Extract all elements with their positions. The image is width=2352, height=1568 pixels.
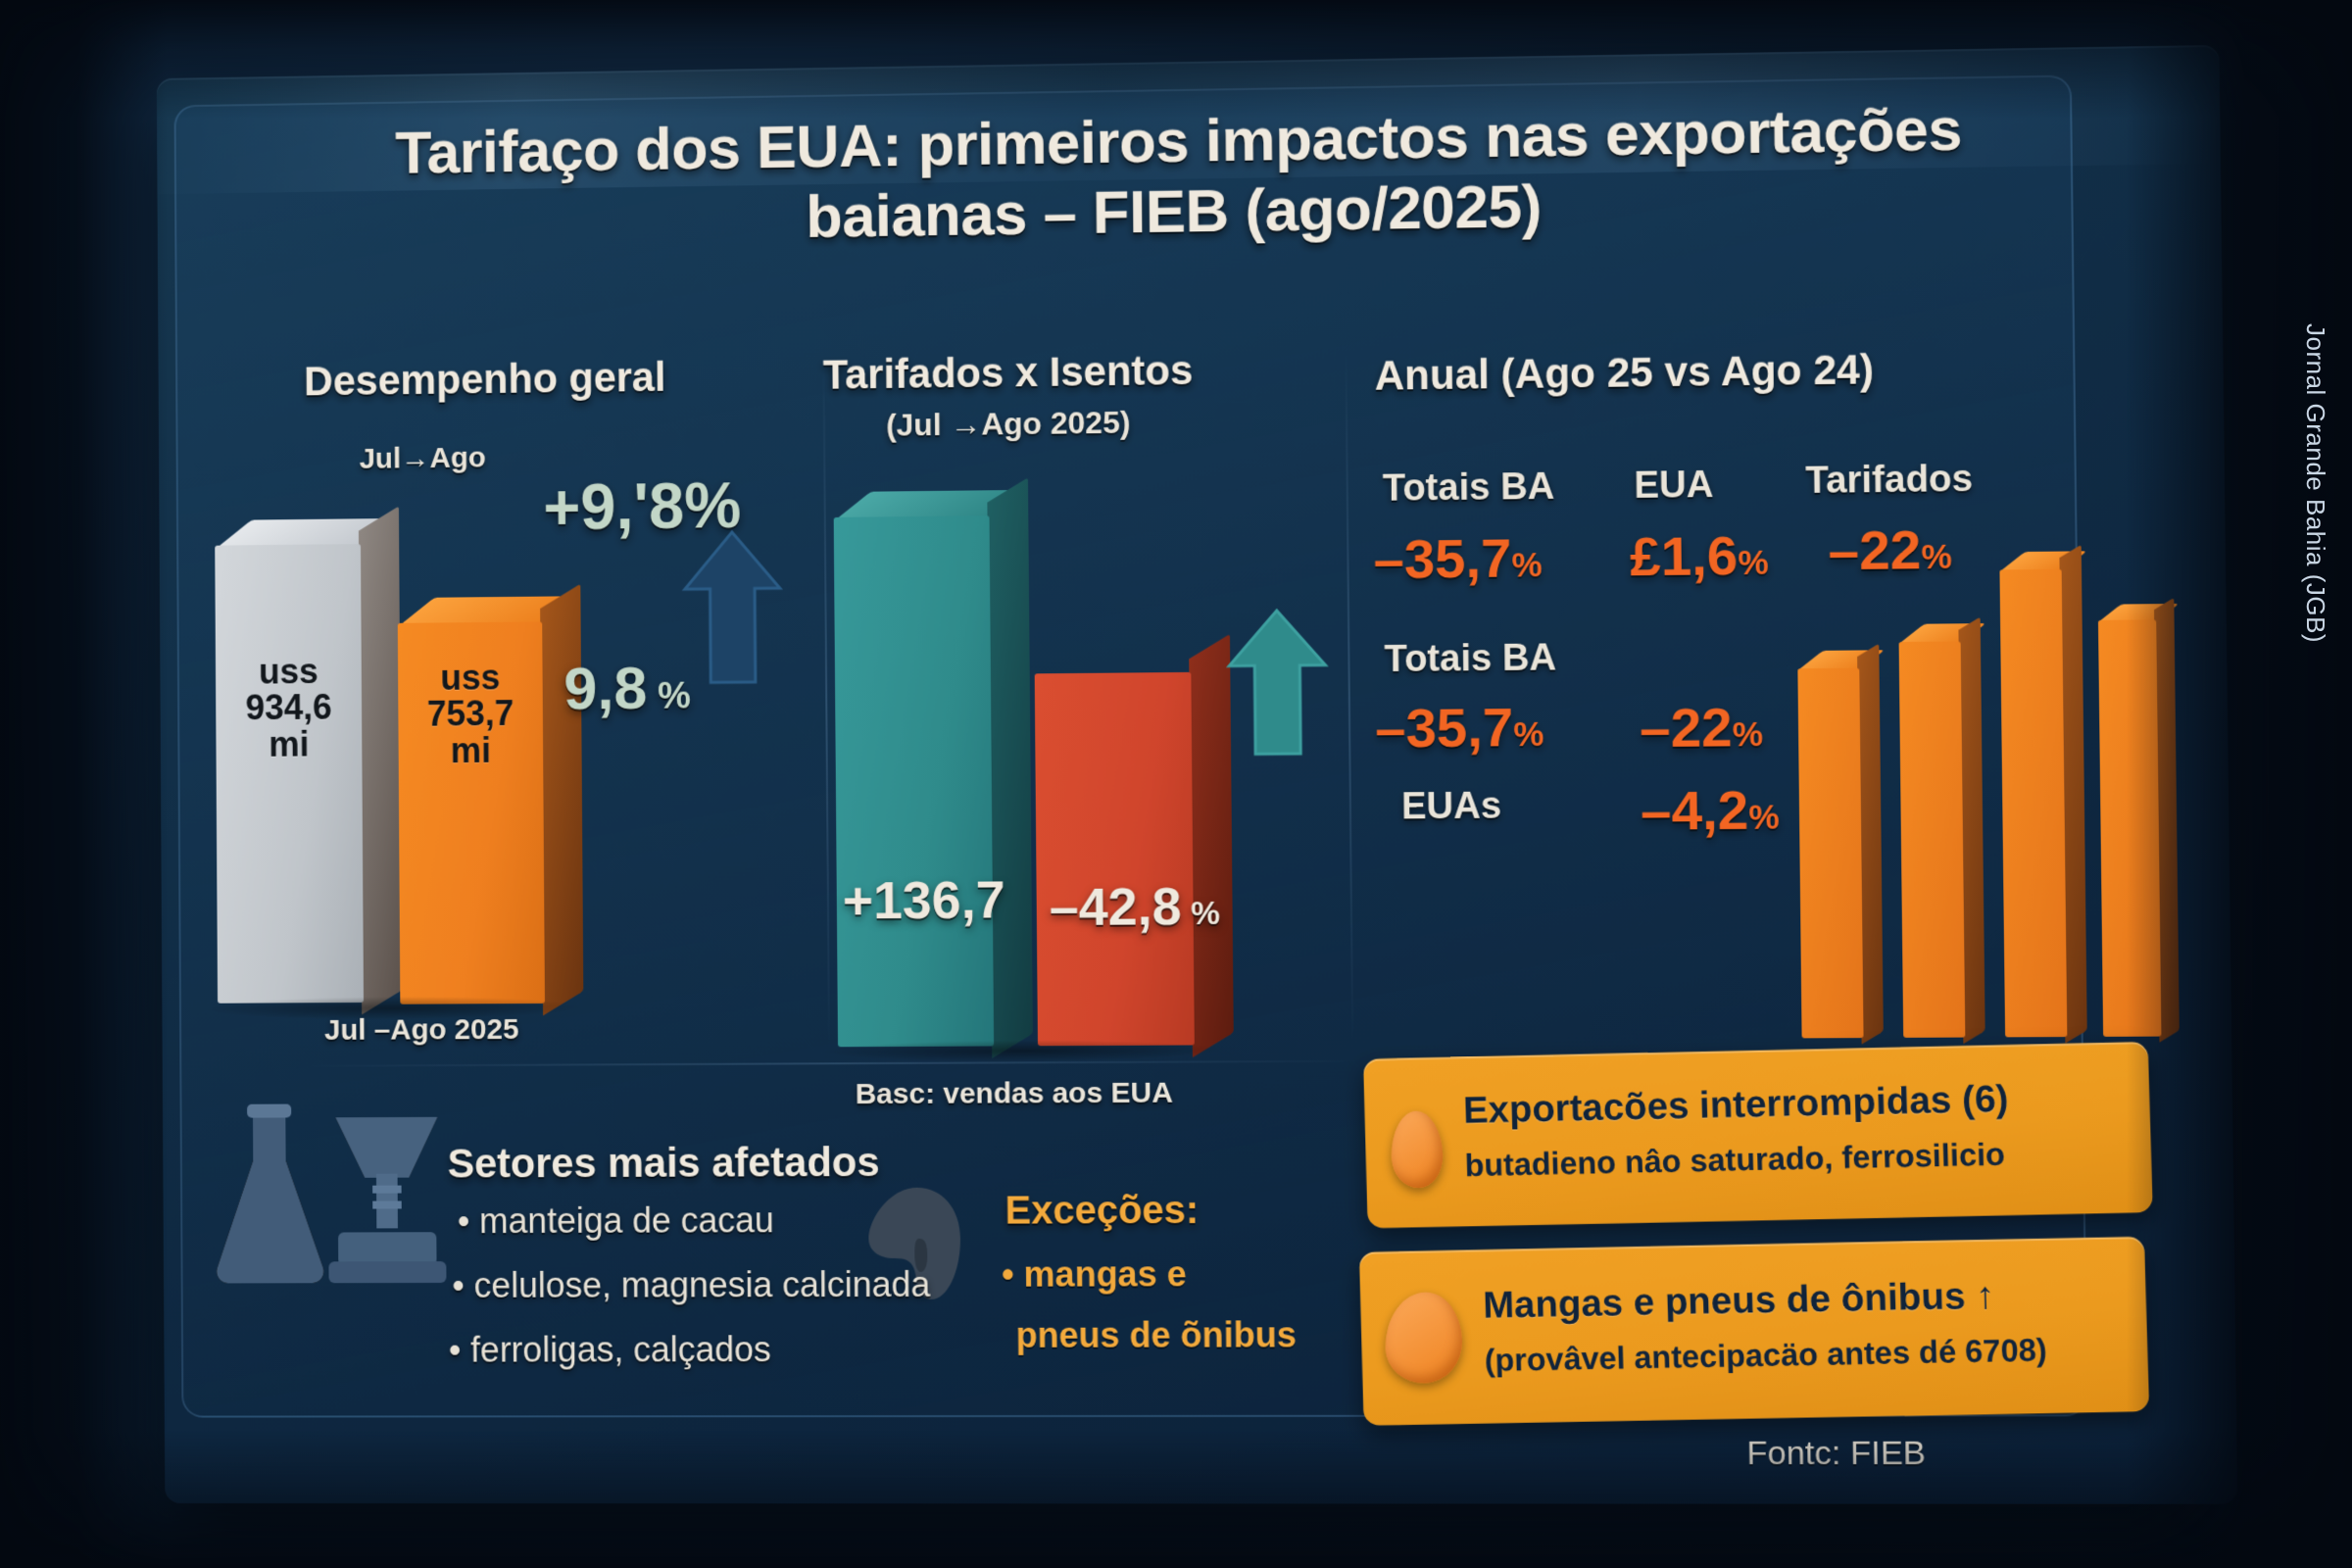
right-row3-label: EUAs bbox=[1400, 785, 1502, 828]
bar-jul-side bbox=[358, 506, 403, 1015]
bar-isentos-side bbox=[987, 477, 1033, 1059]
panel-right-heading: Anual (Ago 25 vs Ago 24) bbox=[1374, 346, 1875, 399]
bar-jul: uss 934,6 mi bbox=[215, 506, 403, 1015]
callout-mangas-line1: Mangas e pneus de ônibus ↑ bbox=[1482, 1275, 1996, 1327]
right-row2-value-0: –35,7% bbox=[1374, 695, 1544, 760]
sector-item-0: • manteiga de cacau bbox=[457, 1200, 774, 1242]
bar-ago: uss 753,7 mi bbox=[397, 583, 584, 1016]
mini-bar-3 bbox=[1999, 544, 2087, 1044]
credit-label: Jornal Grande Bahia (JGB) bbox=[2301, 323, 2330, 644]
divider-horizontal bbox=[306, 1059, 1377, 1067]
middle-bar2-value: –42,8 % bbox=[1049, 877, 1221, 938]
mini-bar-2 bbox=[1898, 616, 1986, 1045]
middle-bar2-unit: % bbox=[1190, 895, 1221, 933]
panel-middle-heading: Tarifados x Isentos bbox=[822, 347, 1194, 398]
page-title: Tarifaço dos EUA: primeiros impactos nas… bbox=[157, 90, 2211, 262]
right-row2-label: Totais BA bbox=[1384, 637, 1557, 681]
right-row1-value-0: –35,7% bbox=[1373, 526, 1543, 591]
sector-item-1: • celulose, magnesia calcinada bbox=[452, 1263, 931, 1305]
exceptions-item-1: pneus de õnibus bbox=[1015, 1314, 1298, 1355]
right-row3-value: –4,2% bbox=[1640, 778, 1780, 842]
mini-bar-3-face bbox=[1999, 568, 2068, 1038]
right-row1-value-2: –22% bbox=[1828, 517, 1953, 582]
mango-icon bbox=[1390, 1110, 1445, 1189]
right-row1-label-0: Totais BA bbox=[1382, 466, 1555, 510]
middle-caption: Basc: vendas aos EUA bbox=[855, 1076, 1173, 1111]
right-row1-value-1: £1,6% bbox=[1629, 523, 1769, 588]
divider-left-middle bbox=[822, 359, 831, 1044]
exceptions-heading: Exceções: bbox=[1004, 1188, 1200, 1233]
callout-mangas-line2: (provâvel antecipacäo antes dé 6708) bbox=[1484, 1332, 2048, 1379]
sectors-heading: Setores mais afetados bbox=[447, 1138, 880, 1187]
bar-jul-face bbox=[215, 544, 365, 1004]
mini-bar-2-face bbox=[1898, 641, 1966, 1038]
left-caption: Jul –Ago 2025 bbox=[323, 1013, 519, 1047]
right-row2-value-1: –22% bbox=[1639, 696, 1764, 760]
bar-tarifados bbox=[1034, 633, 1234, 1058]
right-row1-label-1: EUA bbox=[1634, 464, 1714, 507]
infographic-content: Tarifaço dos EUA: primeiros impactos nas… bbox=[157, 45, 2237, 1504]
left-delta-side: 9,8 % bbox=[564, 655, 691, 723]
exceptions-item-0: • mangas e bbox=[1001, 1253, 1187, 1295]
panel-left-heading: Desempenho geral bbox=[304, 354, 666, 405]
bar-jul-label: uss 934,6 mi bbox=[245, 651, 332, 764]
callout-mangas[interactable]: Mangas e pneus de ônibus ↑ (provâvel ant… bbox=[1358, 1236, 2150, 1426]
up-arrow-icon bbox=[1223, 604, 1333, 761]
callout-exportacoes-line1: Exportacões interrompidas (6) bbox=[1462, 1078, 2010, 1132]
mango-icon bbox=[1384, 1291, 1464, 1385]
panel-middle-subtitle: (Jul →Ago 2025) bbox=[885, 404, 1131, 443]
panel-left-subtitle: Jul→Ago bbox=[359, 441, 486, 475]
bar-tarifados-face bbox=[1034, 671, 1195, 1047]
mini-bar-4 bbox=[2097, 597, 2180, 1043]
callout-exportacoes-line2: butadieno nâo saturado, ferrosilicio bbox=[1464, 1136, 2006, 1184]
callout-exportacoes[interactable]: Exportacões interrompidas (6) butadieno … bbox=[1363, 1041, 2153, 1229]
bar-ago-side bbox=[540, 583, 584, 1016]
sector-item-2: • ferroligas, calçados bbox=[448, 1329, 771, 1370]
bar-isentos-face bbox=[833, 515, 995, 1048]
middle-bar1-value: +136,7 bbox=[842, 870, 1005, 931]
mini-bar-1 bbox=[1797, 643, 1886, 1045]
lab-apparatus-icon bbox=[328, 1116, 447, 1284]
mini-bar-1-face bbox=[1797, 667, 1864, 1039]
divider-middle-right bbox=[1345, 353, 1354, 1041]
bar-ago-label: uss 753,7 mi bbox=[426, 657, 514, 770]
up-arrow-icon bbox=[678, 525, 786, 692]
mini-bar-4-face bbox=[2097, 619, 2162, 1037]
source-note: Fontc: FIEB bbox=[1746, 1434, 1927, 1473]
right-row1-label-2: Tarifados bbox=[1805, 458, 1974, 502]
bar-isentos bbox=[833, 477, 1033, 1059]
